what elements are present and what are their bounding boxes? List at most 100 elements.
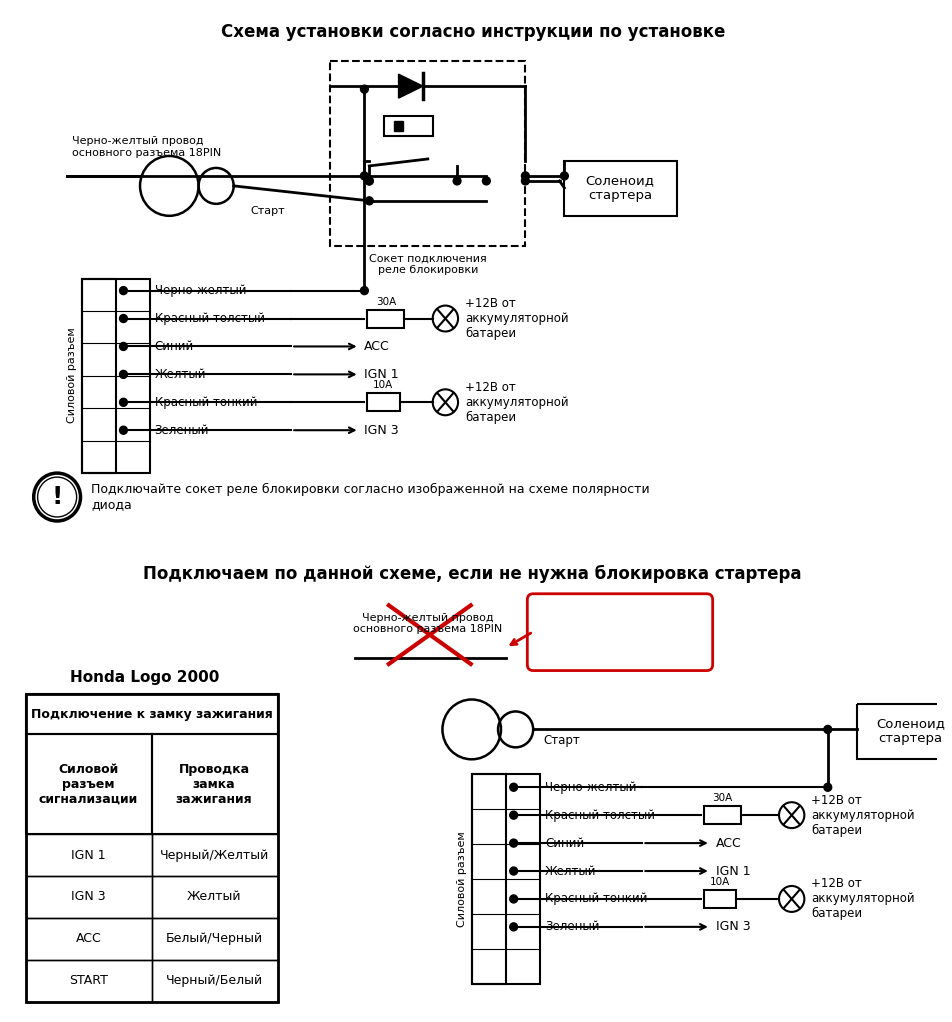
Text: Соленоид
стартера: Соленоид стартера: [876, 717, 945, 745]
Text: IGN 3: IGN 3: [365, 424, 399, 436]
Text: Красный толстый: Красный толстый: [545, 808, 655, 822]
Text: IGN 1: IGN 1: [365, 368, 399, 381]
Text: Зеленый: Зеленый: [154, 424, 209, 436]
Text: Черно-желтый провод
основного разъема 18PIN: Черно-желтый провод основного разъема 18…: [71, 136, 221, 157]
Text: START: START: [69, 974, 108, 987]
Circle shape: [483, 177, 490, 185]
Text: Черный/Желтый: Черный/Желтый: [160, 848, 268, 862]
Bar: [384, 117, 433, 136]
Text: Синий: Синий: [545, 837, 585, 849]
Circle shape: [361, 286, 368, 294]
Bar: [26, 960, 151, 1002]
Text: 10A: 10A: [373, 380, 393, 390]
Circle shape: [361, 172, 368, 180]
Bar: [26, 876, 151, 918]
Bar: [471, 775, 540, 984]
Text: Зеленый: Зеленый: [545, 921, 600, 933]
Text: ACC: ACC: [716, 837, 742, 849]
Bar: [82, 279, 115, 473]
Circle shape: [120, 426, 128, 434]
Text: +12В от
аккумуляторной
батареи: +12В от аккумуляторной батареи: [465, 297, 568, 340]
Circle shape: [509, 923, 518, 931]
Text: Сокет подключения
реле блокировки: Сокет подключения реле блокировки: [369, 253, 486, 275]
Text: Подключайте сокет реле блокировки согласно изображенной на схеме полярности
диод: Подключайте сокет реле блокировки соглас…: [91, 483, 650, 511]
Text: +12В от
аккумуляторной
батареи: +12В от аккумуляторной батареи: [811, 877, 915, 921]
Circle shape: [120, 370, 128, 378]
Text: Подключаем по данной схеме, если не нужна блокировка стартера: Подключаем по данной схеме, если не нужн…: [144, 565, 802, 583]
Bar: [565, 160, 677, 216]
Text: Желтый: Желтый: [154, 368, 207, 381]
Text: Черный/Белый: Черный/Белый: [166, 974, 263, 987]
Circle shape: [366, 197, 373, 204]
Circle shape: [509, 783, 518, 791]
Text: Старт: Старт: [250, 205, 285, 216]
Bar: [704, 890, 736, 908]
Circle shape: [366, 177, 373, 185]
Text: IGN 3: IGN 3: [71, 890, 106, 903]
Bar: [151, 834, 278, 876]
Text: IGN 1: IGN 1: [716, 865, 750, 878]
FancyBboxPatch shape: [527, 594, 713, 670]
Text: Черно-желтый провод
основного разъема 18PIN: Черно-желтый провод основного разъема 18…: [353, 613, 503, 635]
Text: +12В от
аккумуляторной
батареи: +12В от аккумуляторной батареи: [811, 794, 915, 837]
Text: Черно-желтый: Черно-желтый: [154, 284, 247, 297]
Text: Силовой разъем: Силовой разъем: [457, 831, 467, 927]
Bar: [394, 121, 404, 131]
Circle shape: [366, 177, 373, 185]
Text: ACC: ACC: [75, 932, 101, 945]
Bar: [26, 834, 151, 876]
Bar: [151, 918, 278, 960]
Text: Красный толстый: Красный толстый: [154, 312, 265, 325]
Circle shape: [120, 286, 128, 294]
Text: Белый/Черный: Белый/Черный: [166, 932, 263, 945]
Circle shape: [361, 85, 368, 93]
Bar: [704, 806, 741, 824]
Bar: [26, 918, 151, 960]
Circle shape: [120, 342, 128, 351]
Circle shape: [522, 177, 529, 185]
Text: Силовой разъем: Силовой разъем: [67, 327, 77, 423]
Text: IGN 3: IGN 3: [716, 921, 750, 933]
Text: Honda Logo 2000: Honda Logo 2000: [70, 669, 220, 685]
Bar: [26, 735, 151, 834]
Circle shape: [823, 726, 832, 734]
Text: ACC: ACC: [365, 340, 390, 353]
Bar: [26, 695, 278, 1002]
Text: Подключение к замку зажигания: Подключение к замку зажигания: [30, 708, 272, 721]
Text: 10A: 10A: [709, 877, 729, 887]
Text: Старт: Старт: [543, 735, 580, 747]
Circle shape: [509, 839, 518, 847]
Circle shape: [522, 172, 529, 180]
Text: IGN 1: IGN 1: [71, 848, 106, 862]
Text: 30A: 30A: [376, 296, 396, 307]
Circle shape: [509, 867, 518, 875]
Bar: [151, 735, 278, 834]
Text: Не подключаем, провод
можно извлечь из колодки: Не подключаем, провод можно извлечь из к…: [530, 617, 709, 646]
Bar: [151, 876, 278, 918]
Circle shape: [120, 315, 128, 323]
Bar: [367, 393, 400, 411]
Bar: [151, 960, 278, 1002]
Bar: [857, 704, 952, 759]
Text: Синий: Синий: [154, 340, 194, 353]
Bar: [367, 310, 405, 327]
Text: Схема установки согласно инструкции по установке: Схема установки согласно инструкции по у…: [221, 24, 724, 41]
Circle shape: [509, 895, 518, 902]
Circle shape: [120, 399, 128, 407]
Text: Проводка
замка
зажигания: Проводка замка зажигания: [176, 762, 252, 805]
Circle shape: [453, 177, 461, 185]
Text: Желтый: Желтый: [187, 890, 242, 903]
Bar: [471, 775, 506, 984]
Text: Желтый: Желтый: [545, 865, 596, 878]
Text: !: !: [51, 485, 63, 509]
Bar: [330, 61, 526, 245]
Bar: [26, 695, 278, 735]
Text: Силовой
разъем
сигнализации: Силовой разъем сигнализации: [39, 762, 138, 805]
Text: Красный тонкий: Красный тонкий: [545, 892, 647, 905]
Text: +12В от
аккумуляторной
батареи: +12В от аккумуляторной батареи: [465, 381, 568, 424]
Polygon shape: [399, 75, 423, 98]
Circle shape: [823, 783, 832, 791]
Text: Черно-желтый: Черно-желтый: [545, 781, 636, 794]
Text: Красный тонкий: Красный тонкий: [154, 396, 257, 409]
Circle shape: [561, 172, 568, 180]
